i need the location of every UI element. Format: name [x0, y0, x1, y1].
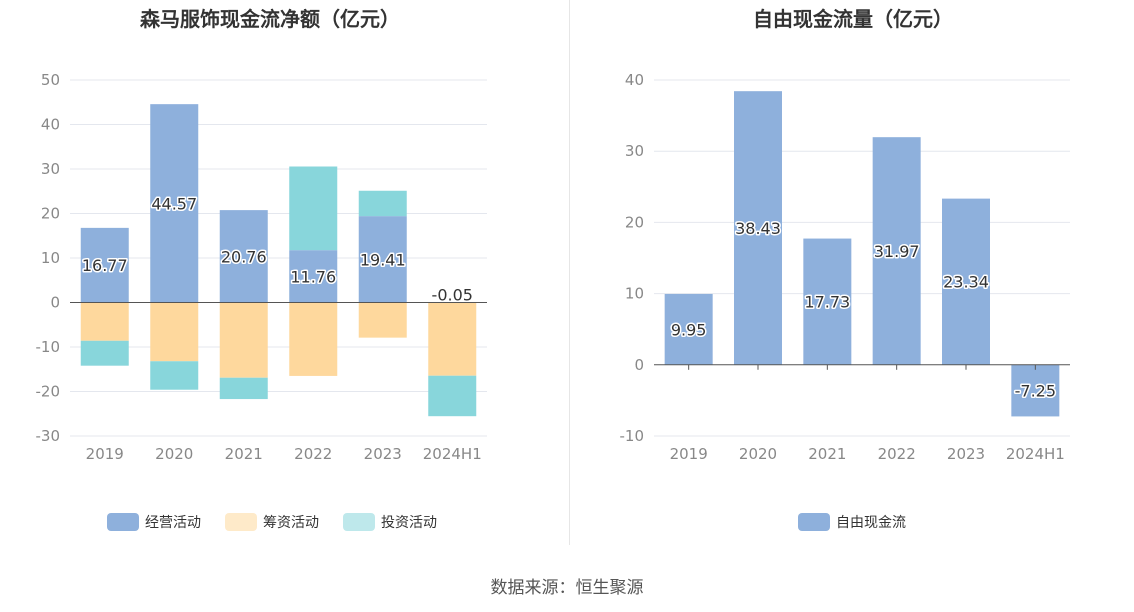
legend-label: 经营活动: [145, 515, 201, 531]
data-label: 11.76: [290, 267, 336, 286]
bar-3-2019: [80, 340, 129, 366]
chart-title: 自由现金流量（亿元）: [753, 7, 953, 31]
bar-1-2022: [872, 137, 921, 365]
bar-3-2022: [289, 166, 338, 251]
y-tick-label: 20: [625, 213, 644, 231]
bar-2-2021: [219, 302, 268, 378]
x-tick-label: 2019: [670, 445, 708, 463]
bar-2-2022: [289, 302, 338, 376]
y-tick-label: -10: [36, 338, 61, 356]
bar-1-2024H1: [1011, 364, 1060, 417]
x-tick-label: 2020: [739, 445, 777, 463]
chart-title: 森马服饰现金流净额（亿元）: [140, 7, 400, 31]
bar-1-2021: [803, 238, 852, 365]
y-tick-label: 10: [41, 249, 60, 267]
data-label: 17.73: [804, 293, 850, 312]
chart-1: 森马服饰现金流净额（亿元） 50 40 30 20 10 0 -10 -20 -30 16.77 44…: [36, 7, 487, 531]
x-tick-label: 2021: [225, 445, 263, 463]
bar-3-2020: [150, 361, 199, 390]
data-label: 38.43: [735, 219, 781, 238]
legend-swatch: [798, 513, 830, 531]
bar-3-2024H1: [428, 375, 477, 417]
x-tick-label: 2023: [364, 445, 402, 463]
y-tick-label: -20: [36, 383, 61, 401]
y-tick-label: 10: [625, 285, 644, 303]
data-label: 31.97: [874, 242, 920, 261]
x-tick-label: 2024H1: [423, 445, 482, 463]
y-tick-label: 40: [41, 116, 60, 134]
panel-divider: [569, 0, 570, 545]
y-tick-label: 30: [625, 142, 644, 160]
x-tick-label: 2023: [947, 445, 985, 463]
x-tick-label: 2024H1: [1006, 445, 1065, 463]
legend-label: 自由现金流: [836, 515, 906, 531]
bar-1-2019: [664, 293, 713, 365]
y-tick-label: -30: [36, 427, 61, 445]
y-tick-label: 40: [625, 71, 644, 89]
data-label: 9.95: [671, 320, 707, 339]
y-tick-label: 0: [50, 294, 60, 312]
bar-2-2024H1: [428, 302, 477, 376]
bar-3-2023: [358, 190, 407, 217]
bar-1-2023: [942, 198, 990, 365]
x-tick-label: 2019: [86, 445, 124, 463]
y-tick-label: 20: [41, 205, 60, 223]
x-tick-label: 2020: [155, 445, 193, 463]
legend-swatch: [107, 513, 139, 531]
x-tick-label: 2022: [878, 445, 916, 463]
bar-2-2019: [80, 302, 129, 341]
legend-label: 投资活动: [381, 515, 437, 531]
bar-2-2020: [150, 302, 199, 362]
y-tick-label: 30: [41, 160, 60, 178]
data-label: 19.41: [360, 250, 406, 269]
x-tick-label: 2022: [294, 445, 332, 463]
bar-1-2022: [289, 250, 338, 303]
chart-2: 自由现金流量（亿元） 40 30 20 10 0 -10 9.95 38.43 17.73 31.9…: [620, 7, 1070, 531]
bar-2-2023: [358, 302, 407, 338]
data-label: 23.34: [943, 273, 989, 292]
y-tick-label: -10: [620, 427, 645, 445]
legend-swatch: [343, 513, 375, 531]
bar-3-2021: [219, 377, 268, 400]
bar-1-2023: [358, 216, 407, 303]
data-label: 20.76: [221, 247, 267, 266]
bar-1-2020: [150, 104, 199, 303]
legend-label: 筹资活动: [263, 514, 319, 531]
data-source-note: 数据来源：恒生聚源: [490, 578, 644, 598]
legend-swatch: [225, 513, 257, 531]
y-tick-label: 0: [634, 356, 644, 374]
x-tick-label: 2021: [808, 445, 846, 463]
data-label: -7.25: [1015, 382, 1056, 401]
bar-1-2020: [734, 91, 782, 365]
data-label: 16.77: [82, 256, 128, 275]
bar-1-2019: [80, 227, 129, 303]
y-tick-label: 50: [41, 71, 60, 89]
data-label: -0.05: [432, 286, 473, 305]
bar-1-2021: [219, 210, 268, 303]
data-label: 44.57: [151, 194, 197, 213]
